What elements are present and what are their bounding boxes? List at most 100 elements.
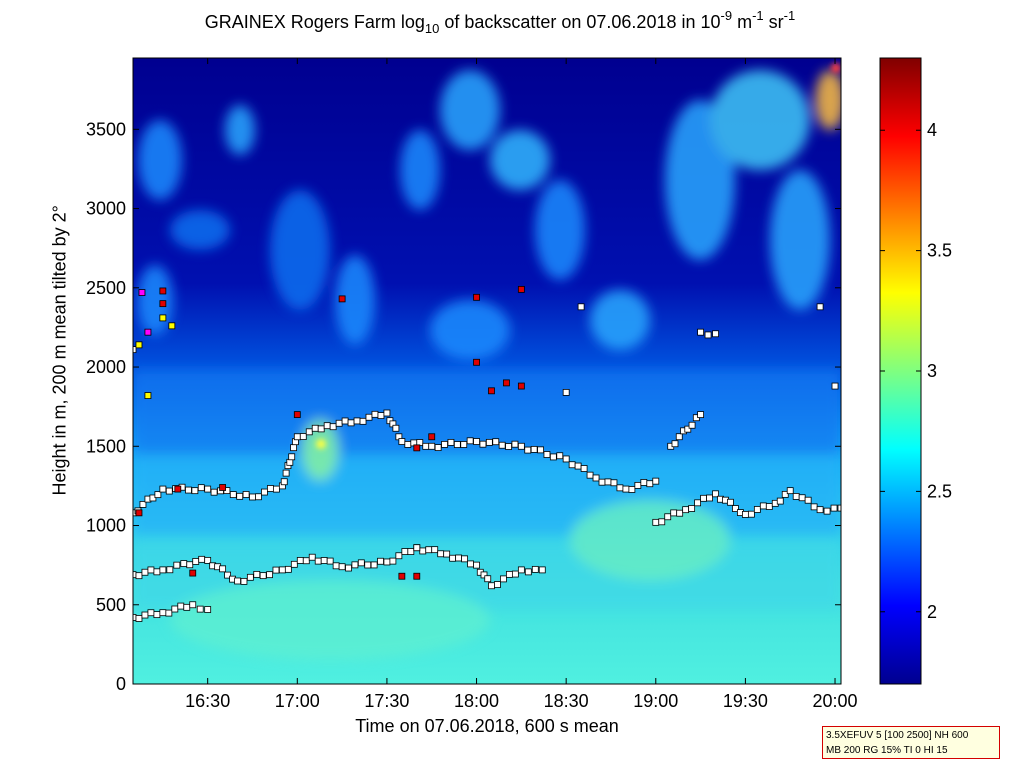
layer-marker [765,503,773,510]
layer-marker [538,566,546,574]
layer-marker [198,555,206,563]
processing-info-box: 3.5XEFUV 5 [100 2500] NH 600 MB 200 RG 1… [822,726,1000,759]
layer-marker [549,453,557,461]
layer-marker [473,358,480,366]
layer-marker [345,564,352,572]
layer-marker [428,442,436,450]
layer-marker [670,509,678,517]
layer-marker [517,442,525,450]
y-tick-label: 2000 [86,357,126,377]
layer-marker [236,492,244,500]
layer-marker [165,487,173,495]
layer-marker [530,445,538,453]
layer-marker [598,478,606,486]
layer-marker [634,481,642,489]
layer-marker [816,303,824,311]
x-axis-label: Time on 07.06.2018, 600 s mean [355,716,619,736]
layer-marker [282,469,290,477]
layer-marker [159,314,167,322]
layer-marker [398,572,406,580]
layer-marker [628,486,636,493]
layer-marker [682,506,690,514]
layer-marker [249,493,256,501]
plot-axes [132,57,842,685]
layer-marker [135,341,143,349]
layer-marker [329,423,337,431]
layer-marker [422,442,430,450]
layer-marker [293,411,301,418]
layer-marker [447,438,455,446]
layer-marker [153,611,161,619]
layer-marker [159,485,167,493]
layer-markers [133,285,841,622]
y-tick-label: 2500 [86,278,126,298]
layer-marker [524,568,532,576]
layer-marker [658,518,666,526]
layer-marker [185,486,192,494]
layer-marker [694,499,702,507]
layer-marker [453,441,461,448]
layer-marker [191,487,199,495]
layer-marker [781,490,789,498]
y-axis-label: Height in m, 200 m mean tilted by 2° [49,205,70,496]
y-tick-label: 1500 [86,436,126,456]
colorbar-tick-label: 3 [927,361,937,381]
layer-marker [480,571,488,579]
layer-marker [317,425,325,433]
layer-marker [357,559,365,567]
layer-marker [622,485,630,493]
layer-marker [506,570,513,578]
layer-marker [798,494,806,502]
layer-marker [419,547,427,555]
layer-marker [407,548,415,555]
layer-marker [308,553,316,561]
layer-marker [517,285,525,293]
x-axis-ticks: 16:30 17:00 17:30 18:00 18:30 19:00 19:30 20:00 [185,58,858,711]
layer-marker [640,479,648,486]
layer-marker [712,330,719,338]
layer-marker [398,438,406,445]
layer-marker [392,424,400,432]
layer-marker [479,440,487,448]
layer-marker [138,289,146,296]
layer-marker [173,561,181,569]
layer-marker [747,510,755,518]
layer-marker [700,494,707,502]
layer-marker [224,571,231,579]
layer-marker [742,511,749,518]
layer-marker [389,557,397,565]
y-axis-ticks: 0 500 1000 1500 2000 2500 3000 3500 [86,119,841,694]
layer-marker [517,382,525,390]
layer-marker [359,417,367,425]
layer-marker [234,577,241,585]
layer-marker [197,484,205,492]
layer-marker [338,295,346,303]
layer-marker [395,552,403,560]
layer-marker [284,565,292,573]
layer-marker [290,560,298,568]
chart-title: GRAINEX Rogers Farm log10 of backscatter… [204,8,796,36]
info-line-1: 3.5XEFUV 5 [100 2500] NH 600 [826,730,969,741]
layer-marker [706,494,713,502]
layer-marker [311,424,319,432]
layer-marker [531,565,539,573]
layer-marker [290,444,297,452]
layer-marker [299,433,307,440]
layer-marker [286,458,294,466]
layer-marker [511,440,519,448]
layer-marker [455,554,463,562]
layer-marker [204,606,212,613]
layer-marker [810,503,818,511]
layer-marker [568,461,576,469]
layer-marker [171,605,179,613]
x-tick-label: 17:30 [364,691,409,711]
layer-marker [804,496,812,504]
layer-marker [154,491,162,499]
layer-marker [646,480,654,488]
layer-marker [556,452,564,460]
layer-marker [314,557,322,565]
layer-marker [335,419,343,427]
layer-marker [727,498,734,506]
layer-marker [364,561,372,569]
x-tick-label: 18:30 [544,691,589,711]
